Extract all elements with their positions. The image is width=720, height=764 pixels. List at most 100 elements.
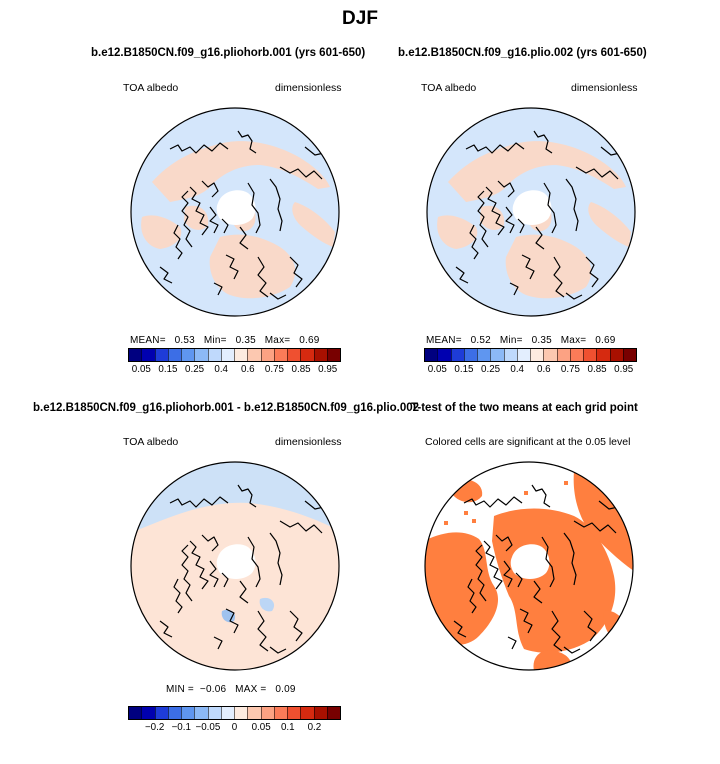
- panel-1-colorbar-tick-label: 0.85: [291, 364, 311, 375]
- panel-2-colorbar-swatch: [425, 349, 438, 361]
- panel-2-colorbar: [424, 348, 637, 362]
- map-region-significant: [573, 471, 633, 571]
- panel-3-colorbar-swatch: [287, 707, 301, 719]
- map-coastline: [551, 610, 563, 652]
- panel-1-colorbar-swatch: [194, 349, 208, 361]
- map-coastline: [289, 256, 303, 288]
- map-coastline: [533, 130, 553, 154]
- panel-2-units-label: dimensionless: [571, 82, 638, 94]
- map-coastline: [239, 580, 249, 604]
- panel-2-colorbar-swatch: [450, 349, 464, 361]
- map-coastline: [515, 572, 523, 588]
- map-fill-group: [427, 108, 635, 316]
- map-coastline: [507, 636, 517, 650]
- panel-4-polar-map: [424, 461, 634, 671]
- map-coastline: [237, 484, 257, 508]
- map-boundary-circle: [130, 461, 340, 671]
- panel-3-min-label: MIN =: [166, 684, 194, 695]
- map-coastline: [541, 536, 555, 588]
- map-coastline: [213, 636, 223, 650]
- panel-3-title: b.e12.B1850CN.f09_g16.pliohorb.001 - b.e…: [33, 402, 420, 414]
- panel-1-colorbar-swatch: [220, 349, 234, 361]
- map-fill-group: [131, 108, 339, 316]
- panel-3-variable-label: TOA albedo: [123, 436, 179, 448]
- map-coastline: [247, 182, 261, 234]
- map-region-high-albedo: [292, 202, 335, 247]
- map-significant-cell: [449, 581, 453, 585]
- panel-2-colorbar-tick-label: 0.95: [614, 364, 634, 375]
- map-fill-group: [131, 462, 339, 670]
- map-region-high-albedo: [448, 141, 626, 202]
- map-coastline: [463, 496, 523, 508]
- panel-1-colorbar-swatch: [207, 349, 221, 361]
- figure-title: DJF: [342, 8, 378, 29]
- panel-1-title: b.e12.B1850CN.f09_g16.pliohorb.001 (yrs …: [91, 47, 366, 59]
- panel-2-colorbar-swatch: [437, 349, 451, 361]
- panel-3-colorbar-swatch: [300, 707, 314, 719]
- panel-1-colorbar-tick-label: 0.05: [131, 364, 151, 375]
- map-pole-hole: [512, 190, 552, 225]
- map-region-negative-difference: [131, 462, 339, 533]
- panel-1-colorbar-swatch: [141, 349, 155, 361]
- panel-2-colorbar-swatch: [622, 349, 636, 361]
- panel-3-units-label: dimensionless: [275, 436, 342, 448]
- map-coastline: [565, 178, 579, 232]
- map-significant-cell: [614, 651, 618, 655]
- map-coastline: [159, 620, 173, 638]
- panel-2-colorbar-swatch: [477, 349, 491, 361]
- map-coastline: [533, 580, 543, 604]
- map-coastline: [563, 646, 581, 654]
- map-region-high-albedo: [152, 141, 330, 202]
- map-coastline: [495, 534, 513, 552]
- panel-4-description: Colored cells are significant at the 0.0…: [425, 436, 631, 448]
- panel-2-mean-label: MEAN=: [426, 335, 462, 346]
- map-region-high-albedo: [209, 234, 296, 299]
- map-coastline: [531, 484, 551, 508]
- map-coastline: [269, 292, 287, 300]
- map-region-negative-difference: [221, 609, 236, 623]
- panel-1-colorbar-swatch: [181, 349, 195, 361]
- map-coastline: [289, 610, 303, 642]
- map-coastline: [201, 180, 219, 198]
- panel-2-min-value: 0.35: [531, 335, 552, 346]
- map-coastline: [509, 282, 519, 296]
- panel-1-colorbar-tick-label: 0.6: [241, 364, 255, 375]
- panel-1-colorbar-swatch: [300, 349, 314, 361]
- panel-3-colorbar-swatch: [260, 707, 274, 719]
- panel-3-colorbar-swatch: [326, 707, 340, 719]
- map-coastline: [269, 178, 283, 232]
- panel-3-colorbar-swatch: [313, 707, 327, 719]
- panel-3-colorbar-tick-label: −0.2: [144, 722, 165, 733]
- map-region-negative-difference: [259, 597, 275, 612]
- panel-2-stats: MEAN= 0.52 Min= 0.35 Max= 0.69: [426, 335, 616, 346]
- panel-2-max-label: Max=: [560, 335, 587, 346]
- panel-3-colorbar-tick-label: −0.1: [171, 722, 191, 733]
- panel-1-colorbar-swatch: [313, 349, 327, 361]
- map-region-high-albedo: [437, 215, 478, 249]
- panel-2-colorbar-swatch: [503, 349, 517, 361]
- panel-3-colorbar-swatch: [273, 707, 287, 719]
- panel-2-colorbar-tick-label: 0.4: [510, 364, 524, 375]
- map-significant-cell: [584, 501, 588, 505]
- panel-1-min-value: 0.35: [235, 335, 256, 346]
- panel-1-variable-label: TOA albedo: [123, 82, 179, 94]
- panel-3-colorbar-swatch: [247, 707, 261, 719]
- panel-3-colorbar-swatch: [181, 707, 195, 719]
- map-coastline: [477, 190, 489, 248]
- panel-3-colorbar: [128, 706, 341, 720]
- map-significant-cell: [464, 511, 468, 515]
- panel-2-colorbar-swatch: [543, 349, 557, 361]
- panel-2-variable-label: TOA albedo: [421, 82, 477, 94]
- map-coastline: [565, 292, 583, 300]
- panel-3-colorbar-swatch: [154, 707, 168, 719]
- panel-2-colorbar-tick-label: 0.25: [481, 364, 501, 375]
- map-pole-hole: [510, 544, 550, 579]
- map-coastline: [455, 266, 469, 284]
- panel-2-min-label: Min=: [499, 335, 523, 346]
- panel-3-colorbar-tick-label: 0.05: [251, 722, 271, 733]
- map-coastline: [225, 254, 239, 280]
- panel-1-polar-map: [130, 107, 340, 317]
- panel-1-units-label: dimensionless: [275, 82, 342, 94]
- panel-1-colorbar-tick-label: 0.75: [264, 364, 284, 375]
- panel-3-max-value: 0.09: [275, 684, 296, 695]
